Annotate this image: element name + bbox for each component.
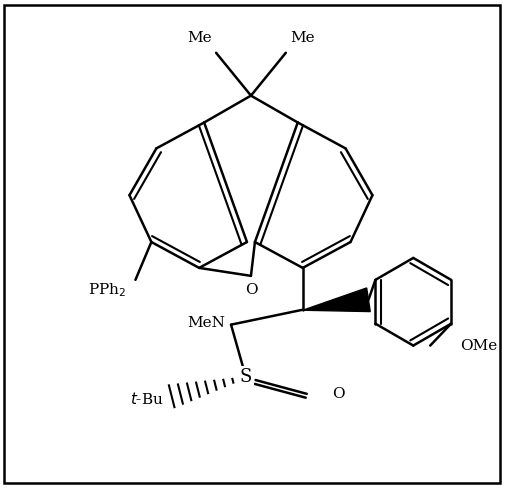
Text: $t$-Bu: $t$-Bu: [129, 391, 163, 407]
Polygon shape: [302, 288, 370, 311]
Text: S: S: [239, 368, 251, 386]
FancyBboxPatch shape: [4, 5, 499, 483]
Text: O: O: [244, 283, 257, 297]
Text: Me: Me: [289, 31, 314, 45]
Text: Me: Me: [187, 31, 212, 45]
Text: OMe: OMe: [459, 339, 496, 352]
Text: MeN: MeN: [187, 316, 225, 330]
Text: PPh$_2$: PPh$_2$: [88, 281, 126, 299]
Text: O: O: [332, 387, 344, 401]
